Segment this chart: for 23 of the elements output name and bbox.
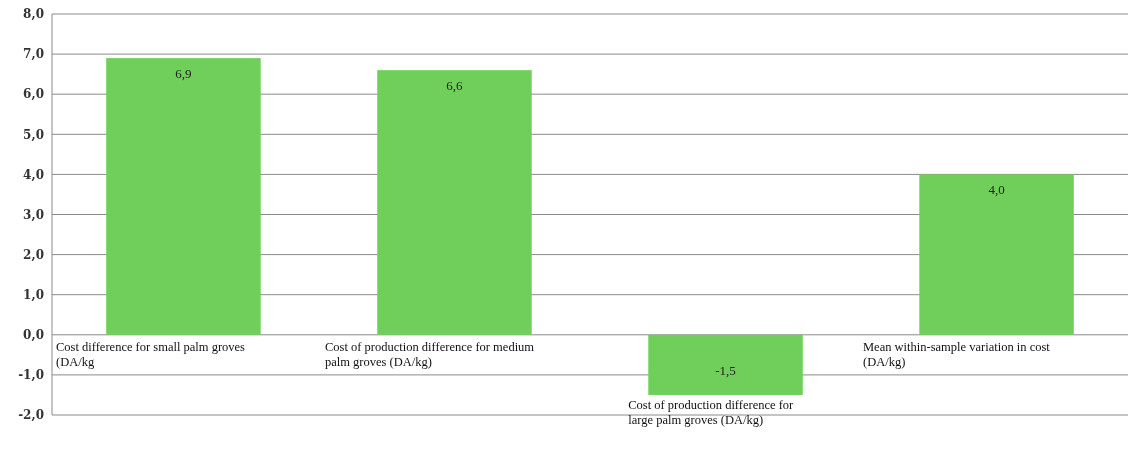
bar	[377, 70, 532, 335]
y-tick-label: 0,0	[23, 328, 44, 342]
x-tick-label: Cost of production difference for large palm groves (DA/kg)	[628, 397, 795, 427]
y-tick-label: -1,0	[18, 368, 44, 383]
x-tick-label: Mean within-sample variation in cost (DA/kg)	[863, 339, 1051, 369]
bar	[106, 58, 261, 335]
y-tick-label: 1,0	[23, 287, 44, 302]
x-tick-label: Cost difference for small palm groves (DA/kg	[56, 339, 246, 369]
bar	[648, 334, 803, 395]
bar	[919, 174, 1074, 335]
y-tick-label: 2,0	[23, 247, 44, 262]
data-label: 4,0	[988, 182, 1005, 198]
y-tick-label: 7,0	[23, 47, 44, 62]
data-label: -1,5	[715, 362, 736, 378]
data-label: 6,9	[175, 66, 192, 82]
y-tick-label: 8,0	[23, 7, 44, 22]
y-tick-label: 3,0	[23, 207, 44, 222]
y-tick-label: 6,0	[23, 87, 44, 102]
x-tick-label: Cost of production difference for medium palm groves (DA/kg)	[325, 339, 535, 369]
y-tick-label: -2,0	[18, 408, 44, 423]
y-tick-label: 4,0	[23, 167, 44, 182]
y-tick-label: 5,0	[23, 127, 44, 142]
data-label: 6,6	[446, 78, 464, 94]
